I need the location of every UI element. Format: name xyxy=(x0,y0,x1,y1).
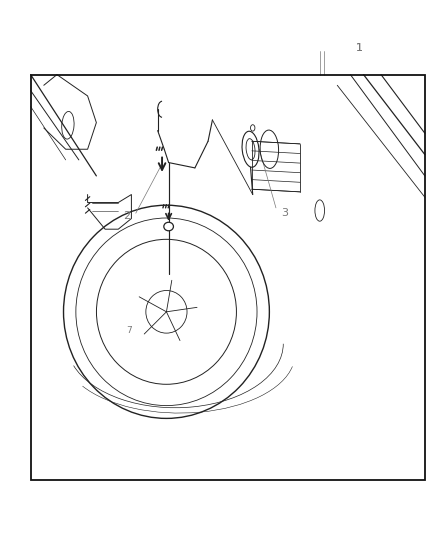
Text: 1: 1 xyxy=(356,43,363,53)
Text: 1: 1 xyxy=(356,43,363,53)
Text: 2: 2 xyxy=(124,211,131,221)
Ellipse shape xyxy=(164,222,173,231)
Text: 7: 7 xyxy=(126,326,132,335)
Bar xyxy=(31,75,425,480)
Text: 3: 3 xyxy=(281,208,288,218)
